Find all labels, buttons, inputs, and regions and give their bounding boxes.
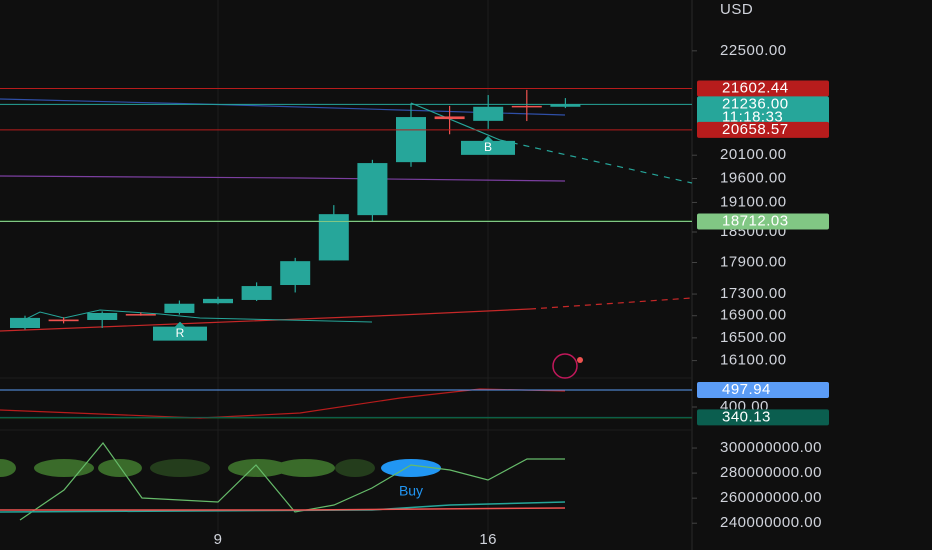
price-marker <box>697 80 829 97</box>
candle-body <box>511 105 542 108</box>
trend-line <box>19 309 373 323</box>
price-marker-label: 340.13 <box>722 408 771 425</box>
candle-body <box>550 104 581 107</box>
price-marker-label: 497.94 <box>722 381 771 398</box>
price-marker <box>697 96 829 125</box>
price-marker-label: 21236.00 <box>722 95 789 112</box>
x-tick-label: 9 <box>214 531 223 548</box>
buy-label: Buy <box>399 483 423 499</box>
candle-body <box>434 116 465 120</box>
price-marker-label: 20658.57 <box>722 121 789 138</box>
y-tick-label: 240000000.00 <box>720 514 822 531</box>
y-tick-label: 280000000.00 <box>720 464 822 481</box>
candle-body <box>203 298 233 304</box>
trend-line <box>0 308 531 332</box>
moving-average <box>0 175 566 182</box>
trend-line-projection <box>499 139 693 184</box>
signal-label: R <box>176 326 185 340</box>
currency-label: USD <box>720 1 753 18</box>
y-tick-label: 300000000.00 <box>720 439 822 456</box>
y-tick-label: 19100.00 <box>720 193 787 210</box>
x-tick-label: 16 <box>479 531 497 548</box>
logo-dot <box>577 357 583 363</box>
price-marker <box>697 381 829 398</box>
candle-body <box>87 312 118 320</box>
y-tick-label: 16900.00 <box>720 307 787 324</box>
y-tick-label: 22500.00 <box>720 42 787 59</box>
oscillator-line <box>19 442 565 521</box>
price-marker-label: 21602.44 <box>722 79 789 96</box>
trend-line-projection <box>529 297 693 310</box>
trend-line <box>410 102 501 141</box>
candle-body <box>357 163 388 216</box>
candle-body <box>241 286 272 300</box>
logo-icon <box>552 353 578 379</box>
candle-body <box>473 106 504 121</box>
signal-label: B <box>484 140 492 154</box>
countdown: 11:18:33 <box>722 108 783 125</box>
y-tick-label: 17900.00 <box>720 253 787 270</box>
indicator-line <box>0 388 566 419</box>
signal-badge <box>461 135 515 155</box>
y-tick-label: 16100.00 <box>720 352 787 369</box>
signal-badge <box>153 321 207 341</box>
y-tick-label: 20100.00 <box>720 146 787 163</box>
y-tick-label: 17300.00 <box>720 285 787 302</box>
candle-body <box>164 303 195 313</box>
price-marker-label: 18712.03 <box>722 212 789 229</box>
oscillator-line <box>0 507 566 511</box>
y-tick-label: 260000000.00 <box>720 489 822 506</box>
buy-signal-dot <box>381 459 441 477</box>
candle-body <box>280 261 311 286</box>
price-marker <box>697 121 829 138</box>
oscillator-line <box>0 501 566 513</box>
price-marker <box>697 409 829 426</box>
candle-body <box>125 314 156 316</box>
price-marker <box>697 213 829 230</box>
y-tick-label: 19600.00 <box>720 169 787 186</box>
candle-body <box>48 319 79 322</box>
candle-body <box>10 317 40 329</box>
y-tick-label: 16500.00 <box>720 329 787 346</box>
candle-body <box>396 117 426 163</box>
signal-dots <box>0 459 375 477</box>
